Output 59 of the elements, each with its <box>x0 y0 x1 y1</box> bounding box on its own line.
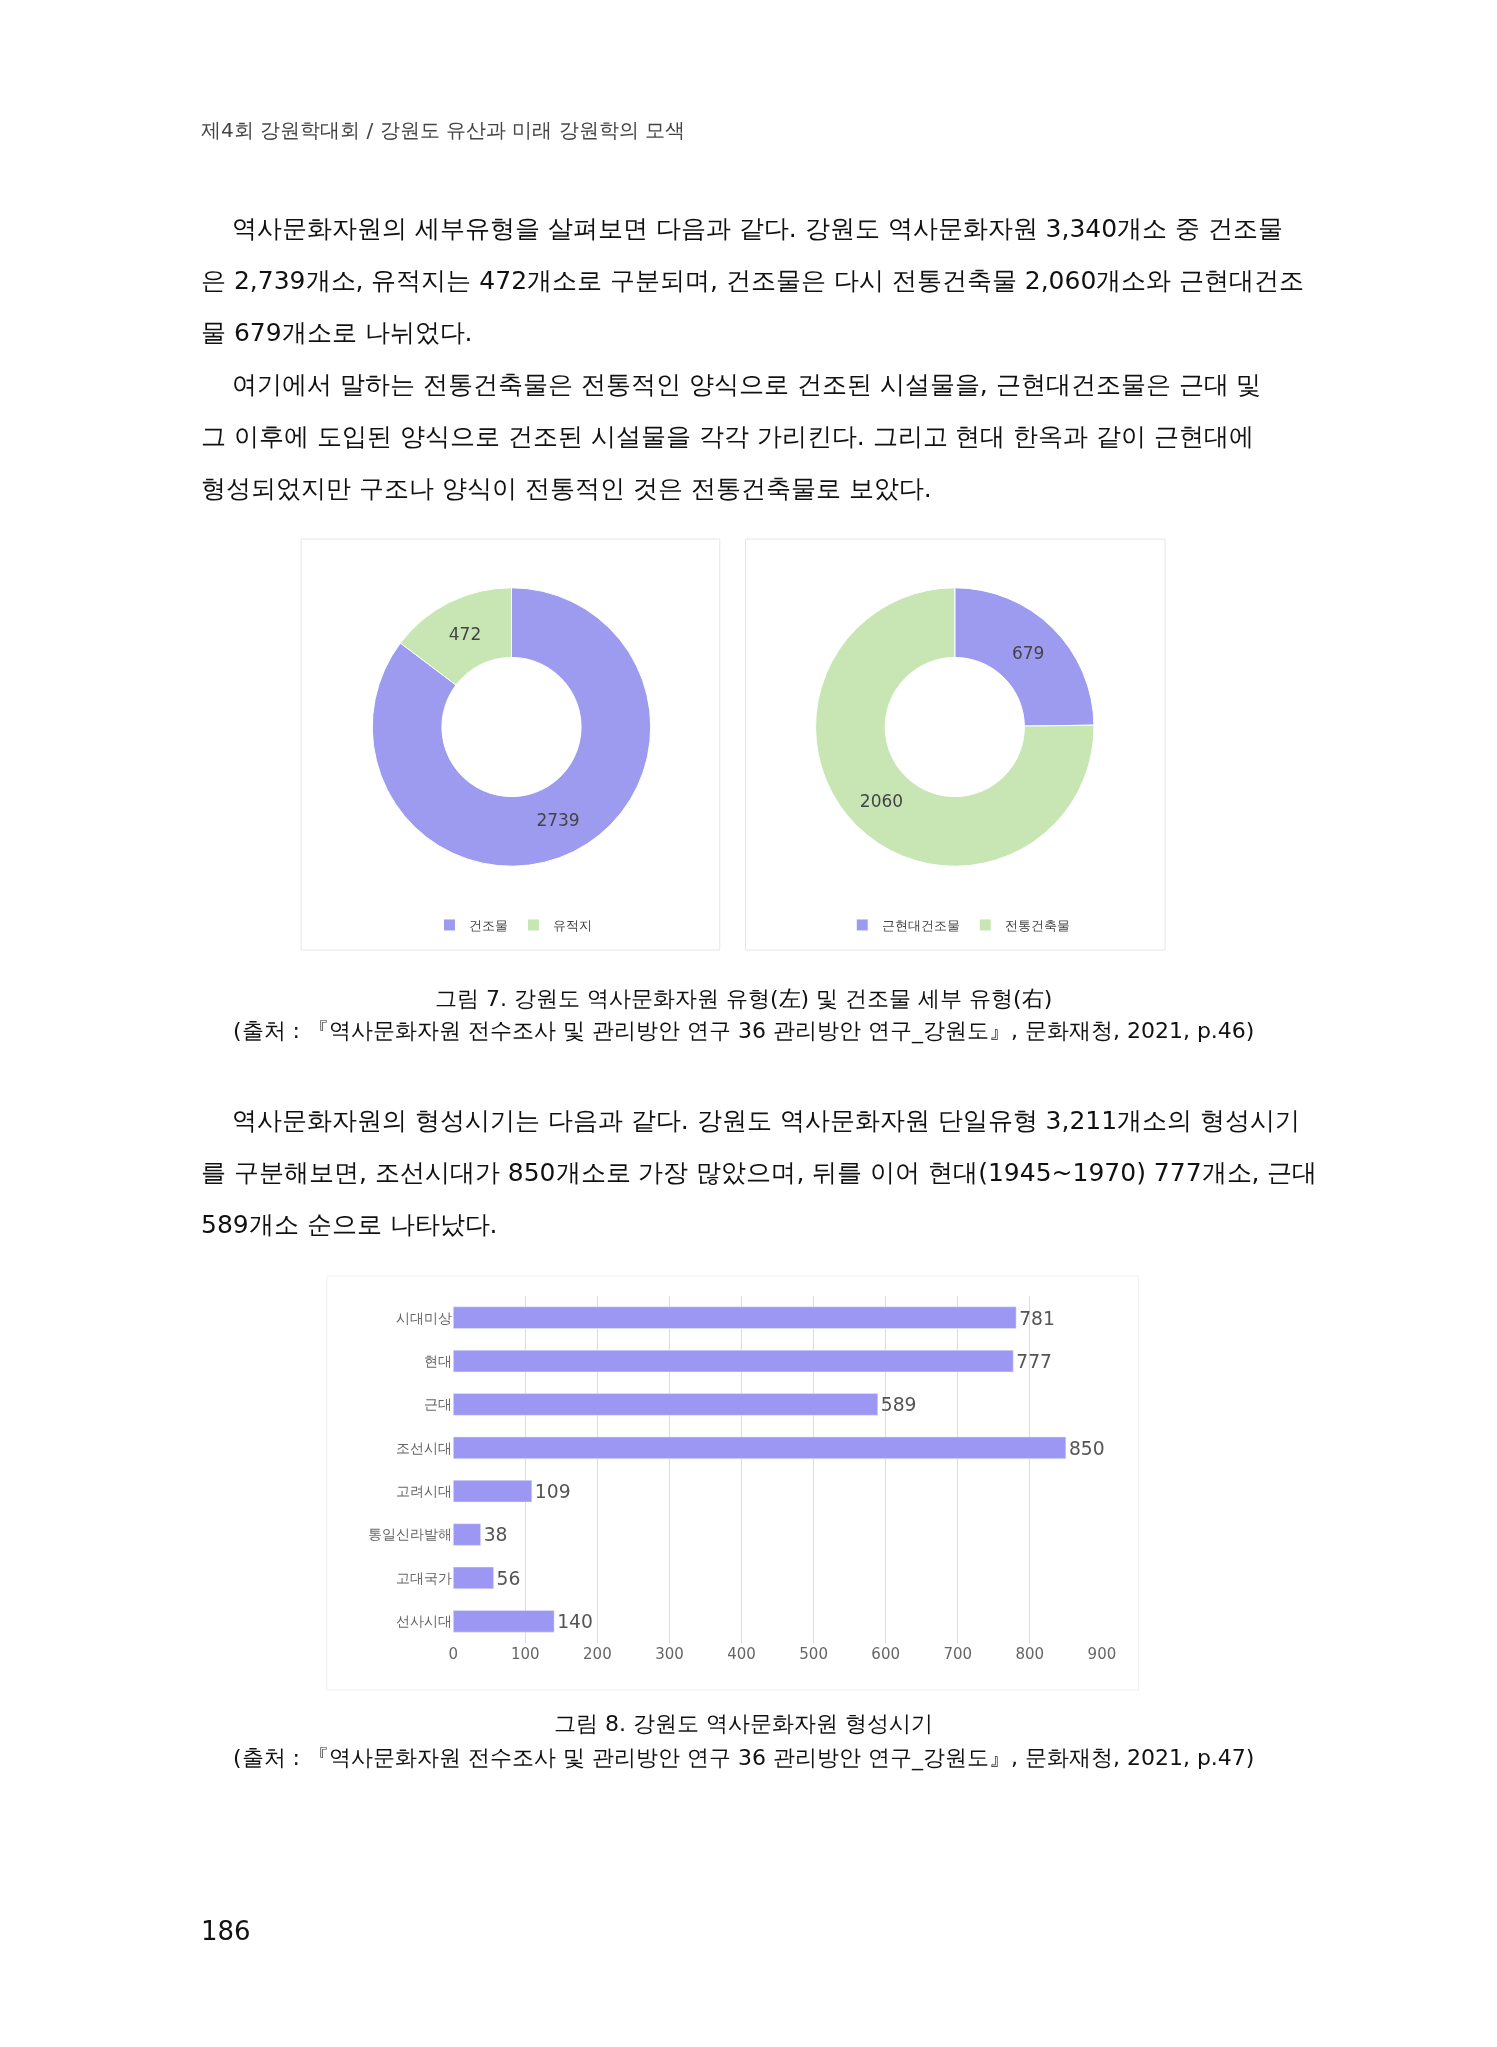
x-tick-label: 300 <box>655 1645 684 1663</box>
x-tick-label: 700 <box>943 1645 973 1663</box>
y-tick-label: 고대국가 <box>396 1569 453 1586</box>
x-tick-label: 0 <box>448 1645 459 1663</box>
data-label: 38 <box>483 1524 508 1546</box>
data-label: 2060 <box>859 791 904 812</box>
data-label: 589 <box>880 1394 917 1416</box>
x-tick-label: 500 <box>799 1645 828 1663</box>
y-tick-label: 조선시대 <box>396 1439 453 1456</box>
data-label: 56 <box>496 1567 521 1589</box>
y-tick-label: 현대 <box>424 1352 453 1369</box>
text: 그 이후에 도입된 양식으로 건조된 시설물을 각각 가리킨다. 그리고 현대 한옥과 같이 근현대에 <box>201 422 1255 451</box>
y-tick-label: 고려시대 <box>396 1483 453 1500</box>
legend-label: 유적지 <box>553 918 593 934</box>
text: 여기에서 말하는 전통건축물은 전통적인 양식으로 건조된 시설물을, 근현대건조물은 근대 및 <box>232 370 1262 399</box>
text: 형성되었지만 구조나 양식이 전통적인 것은 전통건축물로 보았다. <box>201 474 932 503</box>
x-tick-label: 600 <box>871 1645 900 1663</box>
text: 186 <box>201 1916 251 1946</box>
y-tick-label: 통일신라발해 <box>368 1526 453 1543</box>
text: 역사문화자원의 세부유형을 살펴보면 다음과 같다. 강원도 역사문화자원 3,340개소 중 건조물 <box>232 214 1284 243</box>
legend-label: 전통건축물 <box>1005 918 1071 934</box>
donut-slice <box>815 587 1095 867</box>
data-label: 472 <box>448 623 482 644</box>
x-tick-label: 200 <box>583 1645 612 1663</box>
data-label: 109 <box>534 1481 571 1503</box>
bar <box>453 1523 481 1546</box>
x-tick-label: 900 <box>1087 1645 1117 1663</box>
data-label: 781 <box>1019 1307 1055 1329</box>
bar <box>453 1306 1017 1329</box>
text: 제4회 강원학대회 / 강원도 유산과 미래 강원학의 모색 <box>201 118 685 142</box>
data-label: 679 <box>1011 642 1045 663</box>
bar <box>453 1436 1067 1459</box>
caption: 그림 7. 강원도 역사문화자원 유형(左) 및 건조물 세부 유형(右) <box>435 986 1053 1011</box>
x-tick-label: 100 <box>510 1645 540 1663</box>
x-tick-label: 800 <box>1015 1645 1045 1663</box>
text: 은 2,739개소, 유적지는 472개소로 구분되며, 건조물은 다시 전통건축물 2,060개소와 근현대건조 <box>201 266 1305 295</box>
legend-label: 근현대건조물 <box>882 918 961 934</box>
data-label: 850 <box>1068 1437 1105 1459</box>
text: 역사문화자원의 형성시기는 다음과 같다. 강원도 역사문화자원 단일유형 3,211개소의 형성시기 <box>232 1106 1301 1135</box>
bar <box>453 1393 878 1416</box>
text: 589개소 순으로 나타났다. <box>201 1210 498 1239</box>
y-tick-label: 시대미상 <box>396 1309 453 1326</box>
y-tick-label: 선사시대 <box>396 1613 453 1630</box>
data-label: 140 <box>557 1611 593 1633</box>
data-label: 777 <box>1016 1350 1052 1372</box>
donut-slice <box>371 587 652 867</box>
x-tick-label: 400 <box>727 1645 756 1663</box>
legend-label: 건조물 <box>469 918 509 934</box>
text: (출처 : 『역사문화자원 전수조사 및 관리방안 연구 36 관리방안 연구_강원도』, 문화재청, 2021, p.46) <box>233 1018 1255 1044</box>
text: 를 구분해보면, 조선시대가 850개소로 가장 많았으며, 뒤를 이어 현대(1945~1970) 777개소, 근대 <box>201 1158 1318 1187</box>
text: 물 679개소로 나뉘었다. <box>201 318 473 347</box>
bar <box>453 1349 1014 1373</box>
bar <box>453 1566 494 1590</box>
caption: 그림 8. 강원도 역사문화자원 형성시기 <box>554 1711 933 1736</box>
text: (출처 : 『역사문화자원 전수조사 및 관리방안 연구 36 관리방안 연구_강원도』, 문화재청, 2021, p.47) <box>233 1745 1255 1771</box>
data-label: 2739 <box>536 810 580 831</box>
y-tick-label: 근대 <box>424 1396 453 1413</box>
bar <box>453 1480 533 1503</box>
bar <box>453 1610 555 1633</box>
